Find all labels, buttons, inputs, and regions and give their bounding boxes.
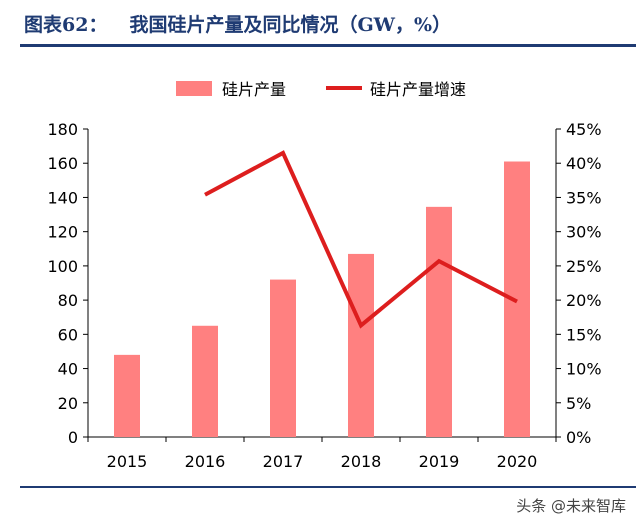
watermark: 头条 @未来智库 — [516, 497, 626, 515]
bar — [348, 253, 374, 437]
y-left-tick-label: 0 — [68, 428, 78, 447]
chart-title: 图表62： 我国硅片产量及同比情况（GW，%） — [24, 10, 451, 37]
legend-bar-label: 硅片产量 — [222, 80, 286, 99]
y-right-tick-label: 10% — [566, 360, 602, 379]
y-left-tick-label: 120 — [47, 223, 78, 242]
header-rule — [20, 44, 636, 47]
y-left-tick-label: 60 — [58, 325, 78, 344]
figure-header: 图表62： 我国硅片产量及同比情况（GW，%） — [0, 0, 640, 46]
y-right-tick-label: 15% — [566, 325, 602, 344]
x-tick-label: 2019 — [419, 452, 460, 471]
x-tick-label: 2017 — [263, 452, 304, 471]
line-series — [204, 150, 518, 329]
axes: 0 20 40 60 80 100 120 140 160 180 0% 5% 10% 15% 20% 25%… — [47, 120, 601, 471]
bar — [426, 206, 452, 437]
y-right-tick-label: 5% — [566, 394, 591, 413]
y-left-tick-label: 180 — [47, 120, 78, 139]
bar-series — [114, 161, 530, 437]
figure-label: 图表62： — [24, 14, 108, 36]
y-left-tick-label: 160 — [47, 154, 78, 173]
y-left-tick-label: 40 — [58, 360, 78, 379]
bar — [192, 325, 218, 437]
y-right-tick-label: 40% — [566, 154, 602, 173]
y-left-tick-label: 20 — [58, 394, 78, 413]
y-right-tick-label: 0% — [566, 428, 591, 447]
y-left-tick-label: 80 — [58, 291, 78, 310]
figure-title: 我国硅片产量及同比情况（GW，%） — [129, 14, 452, 36]
legend-bar-swatch — [176, 81, 212, 96]
y-right-tick-label: 30% — [566, 223, 602, 242]
legend: 硅片产量 硅片产量增速 — [176, 80, 466, 99]
bar — [114, 354, 140, 437]
x-tick-label: 2020 — [497, 452, 538, 471]
x-tick-label: 2016 — [185, 452, 226, 471]
y-right-tick-label: 45% — [566, 120, 602, 139]
y-right-tick-label: 20% — [566, 291, 602, 310]
legend-line-label: 硅片产量增速 — [370, 80, 466, 99]
y-left-tick-label: 140 — [47, 188, 78, 207]
bar — [270, 279, 296, 437]
y-right-tick-label: 35% — [566, 188, 602, 207]
y-right-tick-label: 25% — [566, 257, 602, 276]
footer-rule — [20, 486, 636, 488]
y-left-tick-label: 100 — [47, 257, 78, 276]
x-tick-label: 2018 — [341, 452, 382, 471]
x-tick-label: 2015 — [107, 452, 148, 471]
